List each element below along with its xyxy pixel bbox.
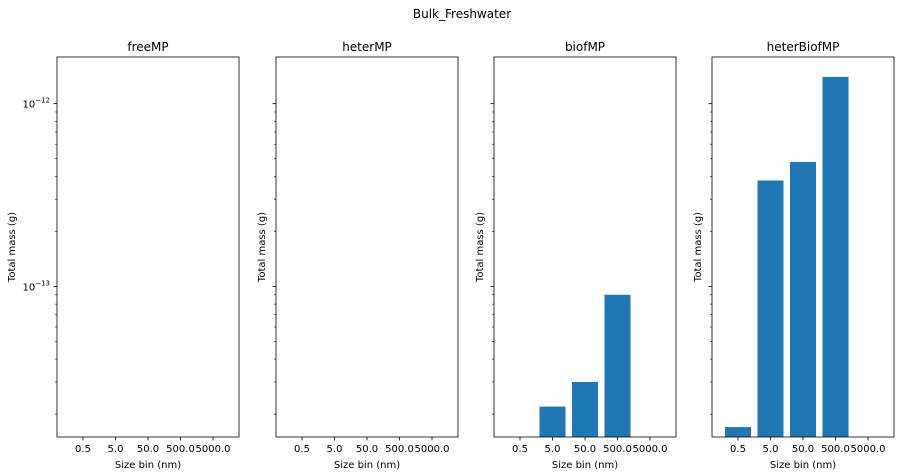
x-axis-label: Size bin (nm) [334,460,400,471]
x-tick-label: 5.0 [545,444,561,455]
x-axis-label: Size bin (nm) [115,460,181,471]
x-tick-label: 5000.0 [415,444,450,455]
y-tick-label: 10−12 [22,97,50,111]
x-axis-label: Size bin (nm) [770,460,836,471]
x-tick-label: 500.0 [385,444,414,455]
x-tick-label: 0.5 [75,444,91,455]
panel-title: heterBiofMP [767,40,840,54]
bar-heterBiofMP-500.0 [822,76,849,438]
y-tick-label: 10−13 [22,279,50,293]
x-tick-label: 500.0 [603,444,632,455]
bar-heterBiofMP-5.0 [757,180,784,437]
x-tick-label: 0.5 [294,444,310,455]
x-axis-label: Size bin (nm) [552,460,618,471]
x-tick-label: 50.0 [137,444,159,455]
bar-heterBiofMP-0.5 [725,427,751,437]
panel-freeMP: 0.5 5.0 50.0 500.0 5000.0 10−13 10−12 freeMP Siz… [7,40,240,471]
x-tick-label: 50.0 [356,444,378,455]
panel-title: heterMP [342,40,392,54]
bar-heterBiofMP-50.0 [790,161,816,437]
x-tick-label: 5000.0 [633,444,668,455]
axes-frame [493,56,677,438]
panel-title: freeMP [127,40,168,54]
x-tick-label: 0.5 [730,444,746,455]
panel-title: biofMP [565,40,605,54]
x-tick-label: 50.0 [792,444,814,455]
axes-frame [275,56,459,438]
x-tick-label: 5000.0 [851,444,886,455]
figure-suptitle: Bulk_Freshwater [413,7,511,21]
bar-biofMP-50.0 [572,382,598,437]
y-axis-label: Total mass (g) [693,212,704,283]
x-tick-label: 500.0 [821,444,850,455]
y-axis-label: Total mass (g) [257,212,268,283]
axes-frame [56,56,240,438]
panel-biofMP: 0.5 5.0 50.0 500.0 5000.0 biofMP Size bin (nm)… [475,40,677,471]
x-tick-label: 50.0 [574,444,596,455]
y-axis-label: Total mass (g) [7,212,18,283]
panel-heterBiofMP: 0.5 5.0 50.0 500.0 5000.0 heterBiofMP Size bin… [693,40,895,471]
panel-heterMP: 0.5 5.0 50.0 500.0 5000.0 heterMP Size bin (nm… [257,40,459,471]
x-tick-label: 0.5 [512,444,528,455]
x-tick-label: 5.0 [327,444,343,455]
x-tick-label: 5000.0 [196,444,231,455]
x-tick-label: 500.0 [166,444,195,455]
panels: 0.5 5.0 50.0 500.0 5000.010−1310−12freeMPSiz… [7,40,895,471]
x-tick-label: 5.0 [108,444,124,455]
y-axis-label: Total mass (g) [475,212,486,283]
bar-biofMP-500.0 [604,294,631,437]
x-tick-label: 5.0 [763,444,779,455]
bar-biofMP-5.0 [539,406,566,437]
